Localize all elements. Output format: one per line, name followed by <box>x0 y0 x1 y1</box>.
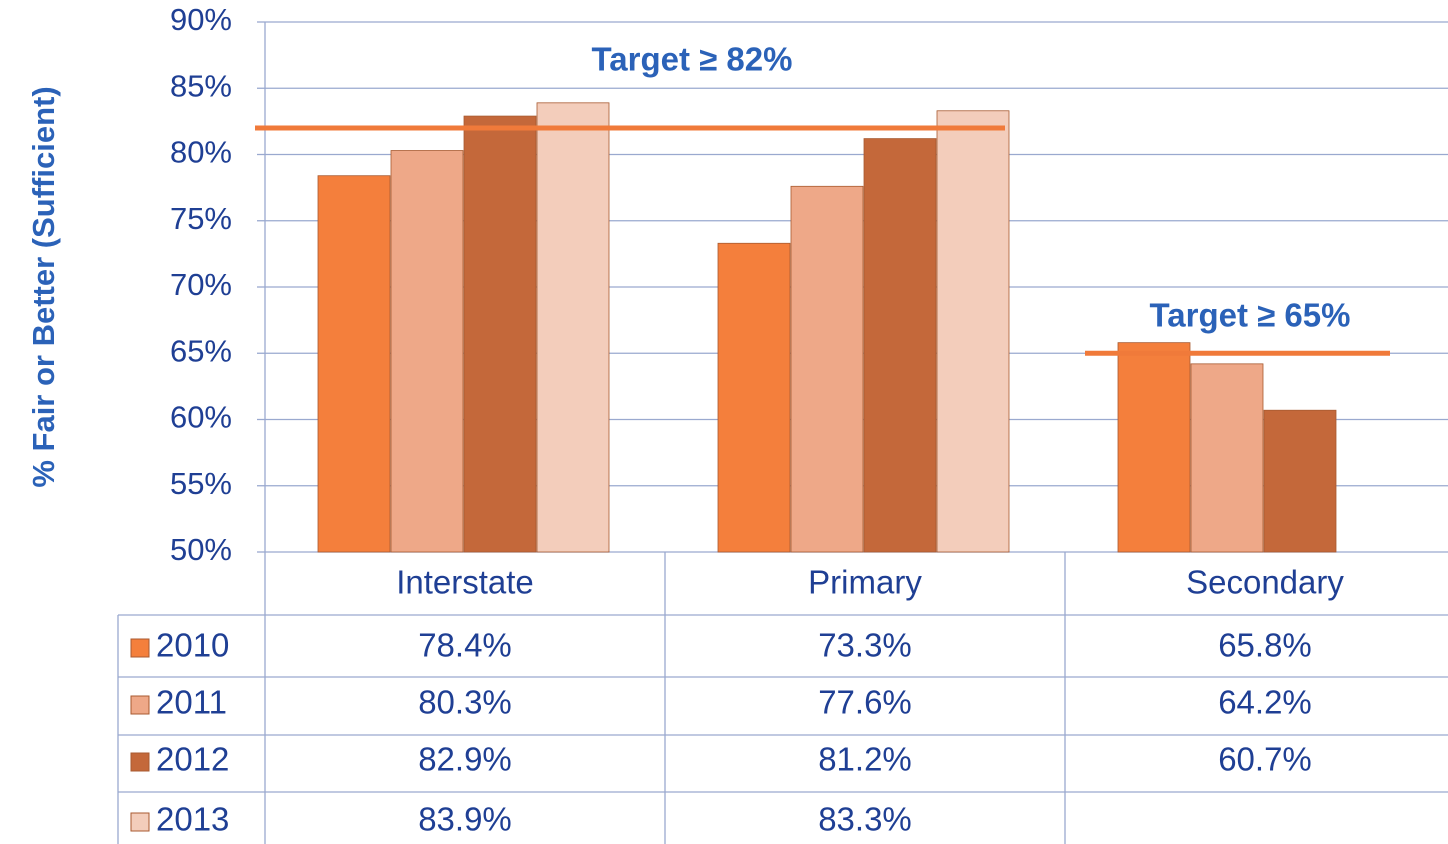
y-tick-label: 80% <box>170 135 232 170</box>
legend-label: 2013 <box>156 801 229 838</box>
table-value: 81.2% <box>818 741 912 778</box>
bar <box>317 175 391 553</box>
legend-swatch <box>130 695 150 715</box>
y-tick-label: 70% <box>170 267 232 302</box>
bar <box>1190 363 1264 553</box>
y-tick-label: 55% <box>170 466 232 501</box>
table-value: 60.7% <box>1218 741 1312 778</box>
legend-label: 2010 <box>156 627 229 664</box>
y-tick-label: 85% <box>170 68 232 103</box>
table-value: 82.9% <box>418 741 512 778</box>
table-value: 73.3% <box>818 627 912 664</box>
y-tick-label: 75% <box>170 201 232 236</box>
x-tick-label: Secondary <box>1186 564 1344 601</box>
table-value: 64.2% <box>1218 684 1312 721</box>
bar <box>536 102 610 553</box>
table-value: 65.8% <box>1218 627 1312 664</box>
legend-label: 2011 <box>156 684 227 721</box>
bar <box>1263 409 1337 553</box>
legend-label: 2012 <box>156 741 229 778</box>
y-tick-label: 60% <box>170 400 232 435</box>
x-tick-label: Interstate <box>396 564 534 601</box>
bar <box>790 185 864 553</box>
legend-swatch <box>130 752 150 772</box>
table-value: 78.4% <box>418 627 512 664</box>
y-tick-label: 50% <box>170 532 232 567</box>
target-label: Target ≥ 82% <box>592 41 793 78</box>
bar <box>1117 342 1191 553</box>
bar <box>463 115 537 553</box>
bar <box>863 138 937 553</box>
table-value: 83.9% <box>418 801 512 838</box>
y-tick-label: 65% <box>170 333 232 368</box>
y-tick-label: 90% <box>170 2 232 37</box>
table-value: 80.3% <box>418 684 512 721</box>
table-value: 83.3% <box>818 801 912 838</box>
bar <box>717 242 791 553</box>
legend-swatch <box>130 812 150 832</box>
table-value: 77.6% <box>818 684 912 721</box>
legend-swatch <box>130 638 150 658</box>
bar <box>390 150 464 553</box>
y-axis-label: % Fair or Better (Sufficient) <box>26 86 61 487</box>
target-label: Target ≥ 65% <box>1150 297 1351 334</box>
bar <box>936 110 1010 553</box>
x-tick-label: Primary <box>808 564 922 601</box>
